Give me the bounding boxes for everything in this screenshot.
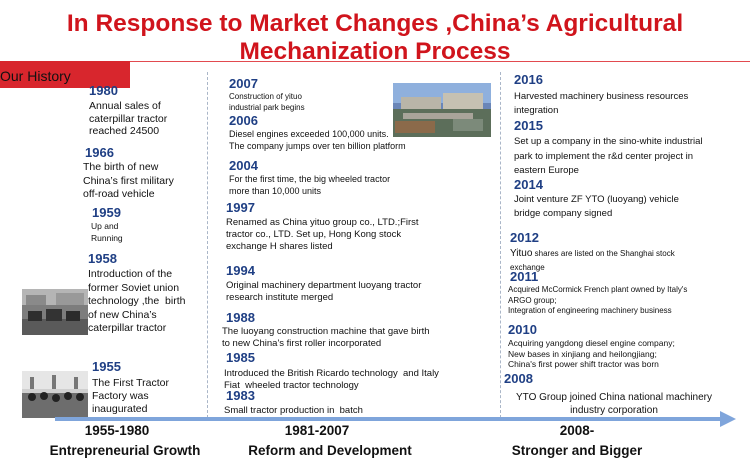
year-2011: 2011	[510, 269, 539, 284]
history-label: Our History	[0, 68, 71, 84]
event-1988: The luoyang construction machine that ga…	[222, 326, 430, 349]
era-label-2: 1981-2007	[284, 423, 350, 438]
event-2006: Diesel engines exceeded 100,000 units. T…	[229, 129, 406, 151]
event-1985: Introduced the British Ricardo technolog…	[224, 368, 439, 391]
stage-label-1: Entrepreneurial Growth	[49, 443, 201, 458]
event-2014: Joint venture ZF YTO (luoyang) vehicle b…	[514, 194, 679, 219]
year-2010: 2010	[508, 322, 537, 337]
event-1955: The First Tractor Factory was inaugurate…	[92, 377, 170, 415]
page-title-line-2: Mechanization Process	[239, 38, 511, 65]
event-2015: Set up a company in the sino-white indus…	[514, 136, 703, 176]
tractor-convoy-photo	[22, 289, 88, 335]
event-1959: Up and Running	[91, 221, 123, 243]
column-divider-1	[207, 72, 208, 418]
event-2004: For the first time, the big wheeled trac…	[229, 174, 391, 196]
year-1980: 1980	[89, 83, 118, 98]
event-2012-text: shares are listed on the Shanghai stock …	[510, 249, 675, 272]
year-2004: 2004	[229, 158, 258, 173]
year-1994: 1994	[226, 263, 255, 278]
page-title-line-1: In Response to Market Changes ,China’s A…	[66, 10, 684, 37]
industrial-park-photo	[393, 83, 491, 137]
event-1958: Introduction of the former Soviet union …	[88, 268, 186, 334]
event-1997: Renamed as China yituo group co., LTD.;F…	[226, 217, 419, 252]
timeline-arrow-head	[720, 411, 736, 427]
event-2007: Construction of yituo industrial park be…	[229, 92, 305, 112]
column-divider-2	[500, 72, 501, 418]
year-2015: 2015	[514, 118, 543, 133]
year-2016: 2016	[514, 72, 543, 87]
event-2016: Harvested machinery business resources i…	[514, 91, 689, 116]
history-bar	[0, 61, 130, 88]
event-1983: Small tractor production in batch	[224, 405, 363, 416]
year-2006: 2006	[229, 113, 258, 128]
year-1983: 1983	[226, 388, 255, 403]
stage-label-3: Stronger and Bigger	[511, 443, 643, 458]
event-1994: Original machinery department luoyang tr…	[226, 280, 422, 303]
year-2014: 2014	[514, 177, 543, 192]
event-2008: YTO Group joined China national machiner…	[515, 392, 713, 416]
event-2012: Yituo shares are listed on the Shanghai …	[510, 246, 675, 273]
year-1958: 1958	[88, 251, 117, 266]
era-label-1: 1955-1980	[84, 423, 150, 438]
year-2012: 2012	[510, 230, 539, 245]
year-1966: 1966	[85, 145, 114, 160]
year-2008: 2008	[504, 371, 533, 386]
event-1980: Annual sales of caterpillar tractor reac…	[89, 100, 168, 137]
year-2007: 2007	[229, 76, 258, 91]
header-rule	[130, 61, 750, 62]
timeline-arrow-line	[55, 417, 723, 421]
year-1955: 1955	[92, 359, 121, 374]
year-1988: 1988	[226, 310, 255, 325]
era-label-3: 2008-	[559, 423, 595, 438]
stage-label-2: Reform and Development	[248, 443, 412, 458]
year-1985: 1985	[226, 350, 255, 365]
event-2012-company: Yituo	[510, 248, 533, 259]
factory-inauguration-photo	[22, 371, 88, 418]
event-2011: Acquired McCormick French plant owned by…	[508, 285, 688, 315]
year-1959: 1959	[92, 205, 121, 220]
year-1997: 1997	[226, 200, 255, 215]
event-2010: Acquiring yangdong diesel engine company…	[508, 338, 675, 369]
event-1966: The birth of new China’s first military …	[83, 161, 174, 200]
